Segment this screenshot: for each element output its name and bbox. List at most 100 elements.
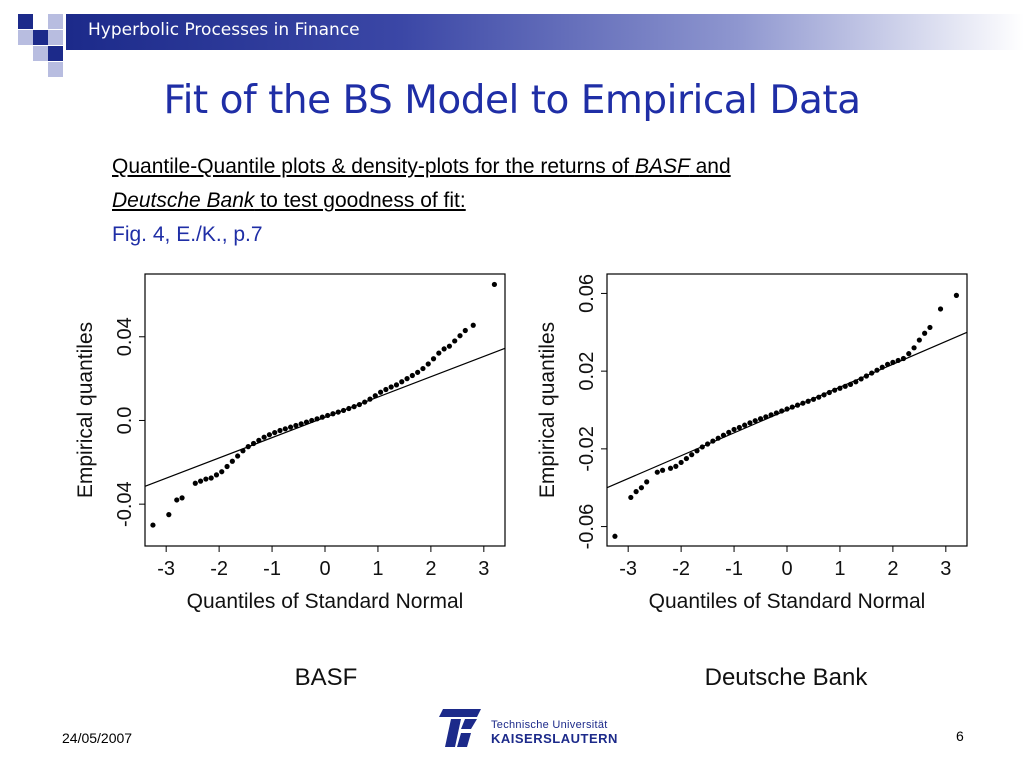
- header-title: Hyperbolic Processes in Finance: [88, 20, 360, 40]
- data-point: [309, 417, 315, 424]
- slide-title: Fit of the BS Model to Empirical Data: [163, 78, 861, 123]
- data-point: [293, 422, 299, 429]
- desc-basf: BASF: [634, 155, 690, 178]
- data-point: [197, 478, 204, 484]
- data-point: [272, 429, 278, 436]
- data-point: [826, 389, 832, 396]
- data-point: [213, 472, 220, 478]
- plot-frame: [144, 273, 506, 547]
- data-point: [895, 357, 901, 364]
- data-point: [847, 381, 854, 387]
- data-point: [377, 389, 384, 395]
- data-point: [192, 480, 198, 486]
- data-point: [789, 404, 795, 410]
- y-tick-label: 0.06: [576, 274, 598, 313]
- data-point: [235, 453, 241, 459]
- data-point: [699, 444, 705, 450]
- data-point: [266, 432, 273, 438]
- desc-part1: Quantile-Quantile plots & density-plots …: [112, 155, 635, 178]
- data-point: [678, 459, 684, 466]
- x-tick-label: -2: [672, 558, 690, 580]
- data-point: [694, 448, 700, 454]
- slide-description: Quantile-Quantile plots & density-plots …: [112, 150, 972, 252]
- data-point: [858, 376, 864, 382]
- x-tick-label: 3: [940, 558, 951, 580]
- data-point: [710, 438, 716, 444]
- data-point: [150, 522, 156, 528]
- data-point: [174, 497, 180, 503]
- data-point: [457, 333, 463, 339]
- x-tick-label: -2: [210, 558, 228, 580]
- x-tick-label: 0: [319, 558, 330, 580]
- data-point: [356, 401, 363, 408]
- data-point: [303, 419, 310, 425]
- data-point: [726, 429, 732, 435]
- tu-logo-icon: [439, 709, 481, 747]
- data-point: [659, 467, 666, 473]
- figure-reference: Fig. 4, E./K., p.7: [112, 223, 263, 246]
- decor-square: [48, 46, 63, 61]
- data-point: [362, 399, 368, 405]
- data-point: [287, 424, 294, 430]
- data-point: [869, 370, 875, 376]
- y-axis-label: Empirical quantiles: [536, 322, 559, 498]
- data-point: [953, 292, 960, 298]
- data-point: [916, 337, 922, 343]
- data-point: [340, 407, 347, 414]
- qq-plot-deutsche-bank: -3 -2 -1 0 1 2 3 -0.06 -0.02 0.02 0.06 Quantiles of…: [536, 273, 968, 613]
- data-point: [715, 435, 721, 441]
- data-point: [890, 359, 896, 365]
- data-point: [689, 452, 695, 458]
- data-point: [208, 475, 214, 481]
- data-point: [245, 444, 251, 450]
- data-point: [879, 364, 885, 370]
- data-point: [330, 411, 336, 417]
- data-point: [420, 365, 426, 372]
- page-number: 6: [956, 728, 964, 744]
- data-point: [240, 448, 246, 454]
- data-point: [853, 379, 859, 385]
- data-point: [667, 465, 674, 471]
- x-tick-label: -1: [263, 558, 281, 580]
- data-point: [335, 409, 341, 415]
- decor-square: [33, 30, 48, 45]
- y-tick-label: -0.02: [576, 426, 598, 472]
- footer-date: 24/05/2007: [62, 730, 133, 746]
- data-point: [261, 434, 267, 440]
- data-point: [937, 306, 944, 312]
- x-tick-label: -3: [157, 558, 175, 580]
- data-point: [704, 441, 711, 447]
- desc-and: and: [689, 155, 731, 178]
- logo-line1: Technische Universität: [491, 719, 608, 731]
- data-point: [784, 406, 790, 412]
- data-point: [404, 376, 410, 382]
- data-point: [757, 416, 764, 422]
- data-point: [388, 384, 394, 390]
- data-point: [383, 386, 389, 393]
- data-point: [325, 412, 331, 419]
- x-tick-label: 1: [372, 558, 383, 580]
- decor-square: [18, 14, 33, 29]
- data-point: [367, 396, 373, 402]
- data-point: [863, 373, 870, 379]
- data-point: [837, 385, 843, 391]
- data-point: [166, 512, 172, 518]
- data-point: [372, 393, 378, 399]
- data-point: [821, 392, 827, 398]
- data-point: [810, 396, 817, 402]
- decor-square: [33, 46, 48, 61]
- data-point: [731, 426, 737, 433]
- logo-line2: KAISERSLAUTERN: [491, 731, 618, 746]
- data-point: [768, 412, 774, 418]
- data-point: [346, 405, 352, 412]
- data-point: [752, 418, 758, 424]
- data-point: [794, 402, 801, 408]
- data-point: [203, 476, 209, 482]
- caption-basf: BASF: [294, 664, 358, 691]
- y-tick-label: 0.02: [576, 352, 598, 391]
- x-tick-label: 3: [478, 558, 489, 580]
- data-point: [654, 469, 660, 475]
- data-point: [742, 422, 748, 428]
- data-point: [612, 533, 618, 539]
- x-axis-label: Quantiles of Standard Normal: [187, 590, 464, 613]
